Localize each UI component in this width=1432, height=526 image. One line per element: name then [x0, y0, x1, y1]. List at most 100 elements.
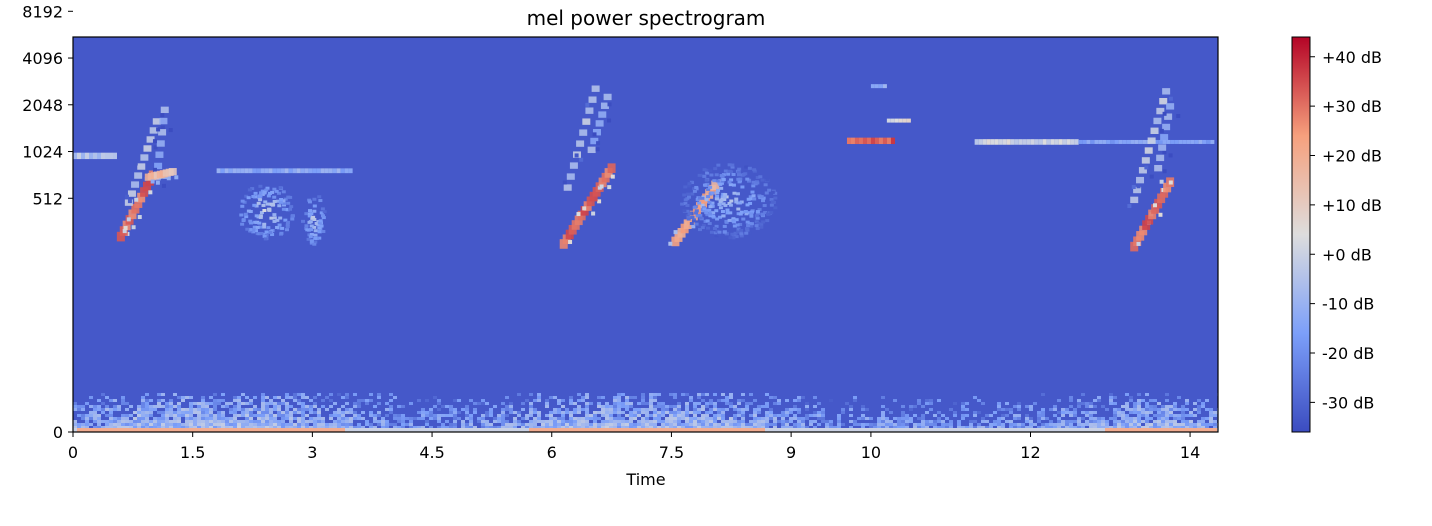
spectrogram-cell [85, 423, 89, 426]
spectrogram-cell [465, 417, 469, 420]
spectrogram-cell [128, 209, 137, 220]
spectrogram-cell [737, 414, 741, 417]
spectrogram-cell [541, 420, 545, 423]
spectrogram-cell [741, 423, 745, 426]
spectrogram-cell [596, 141, 601, 146]
spectrogram-cell [731, 217, 736, 221]
spectrogram-cell [97, 414, 101, 417]
spectrogram-cell [189, 423, 193, 426]
spectrogram-cell [245, 423, 249, 426]
spectrogram-cell [265, 402, 269, 405]
spectrogram-cell [1201, 420, 1205, 423]
spectrogram-cell [641, 423, 645, 426]
spectrogram-cell [785, 399, 789, 402]
spectrogram-cell [1213, 428, 1217, 432]
spectrogram-cell [754, 214, 759, 218]
spectrogram-cell [913, 426, 917, 429]
spectrogram-cell [465, 426, 469, 429]
spectrogram-cell [177, 428, 181, 432]
spectrogram-cell [541, 426, 545, 429]
spectrogram-cell [1145, 405, 1149, 408]
spectrogram-cell [173, 426, 177, 429]
spectrogram-cell [700, 203, 705, 208]
spectrogram-cell [767, 188, 772, 192]
spectrogram-cell [673, 417, 677, 420]
spectrogram-cell [1037, 411, 1041, 414]
spectrogram-cell [705, 423, 709, 426]
spectrogram-cell [757, 420, 761, 423]
spectrogram-cell [757, 423, 761, 426]
spectrogram-cell [689, 399, 693, 402]
spectrogram-cell [1173, 408, 1177, 411]
spectrogram-cell [733, 417, 737, 420]
spectrogram-cell [730, 165, 735, 169]
spectrogram-cell [1014, 139, 1019, 145]
spectrogram-cell [837, 420, 841, 423]
spectrogram-cell [485, 414, 489, 417]
spectrogram-cell [729, 417, 733, 420]
spectrogram-cell [493, 420, 497, 423]
spectrogram-cell [1041, 414, 1045, 417]
spectrogram-cell [509, 411, 513, 414]
colorbar-tick-label: +10 dB [1322, 196, 1382, 215]
spectrogram-cell [275, 218, 280, 222]
spectrogram-cell [449, 428, 453, 432]
spectrogram-cell [301, 408, 305, 411]
spectrogram-cell [341, 414, 345, 417]
spectrogram-cell [461, 420, 465, 423]
spectrogram-cell [173, 405, 177, 408]
spectrogram-cell [849, 428, 853, 432]
spectrogram-cell [885, 423, 889, 426]
spectrogram-cell [682, 209, 687, 213]
spectrogram-cell [694, 185, 699, 189]
spectrogram-cell [353, 417, 357, 420]
spectrogram-cell [145, 402, 149, 405]
spectrogram-cell [709, 417, 713, 420]
spectrogram-cell [977, 428, 981, 432]
spectrogram-cell [1137, 408, 1141, 411]
spectrogram-cell [337, 417, 341, 420]
spectrogram-cell [237, 405, 241, 408]
spectrogram-cell [969, 426, 973, 429]
spectrogram-cell [829, 420, 833, 423]
spectrogram-cell [549, 396, 553, 399]
spectrogram-cell [739, 234, 744, 238]
spectrogram-cell [290, 217, 295, 221]
spectrogram-cell [1133, 411, 1137, 414]
spectrogram-cell [1162, 111, 1167, 116]
spectrogram-cell [322, 210, 327, 214]
spectrogram-cell [665, 417, 669, 420]
spectrogram-cell [1113, 396, 1117, 399]
spectrogram-cell [757, 417, 761, 420]
spectrogram-cell [105, 396, 109, 399]
spectrogram-cell [793, 423, 797, 426]
spectrogram-cell [715, 194, 720, 198]
spectrogram-cell [268, 202, 273, 206]
spectrogram-cell [260, 168, 265, 174]
spectrogram-cell [201, 417, 205, 420]
spectrogram-cell [262, 222, 267, 226]
spectrogram-cell [793, 428, 797, 432]
spectrogram-cell [1149, 426, 1153, 429]
spectrogram-cell [569, 411, 573, 414]
spectrogram-cell [1137, 402, 1141, 405]
spectrogram-cell [205, 428, 209, 432]
spectrogram-cell [617, 396, 621, 399]
spectrogram-cell [349, 411, 353, 414]
spectrogram-cell [312, 197, 317, 201]
spectrogram-cell [157, 423, 161, 426]
spectrogram-cell [309, 411, 313, 414]
spectrogram-cell [653, 417, 657, 420]
spectrogram-cell [537, 399, 541, 402]
spectrogram-cell [529, 393, 533, 396]
spectrogram-cell [758, 175, 763, 179]
spectrogram-cell [381, 420, 385, 423]
spectrogram-cell [1153, 405, 1157, 408]
spectrogram-cell [1069, 426, 1073, 429]
spectrogram-cell [181, 428, 185, 432]
spectrogram-cell [677, 408, 681, 411]
spectrogram-cell [590, 137, 599, 145]
spectrogram-cell [729, 428, 733, 432]
spectrogram-cell [113, 405, 117, 408]
spectrogram-cell [245, 428, 249, 432]
